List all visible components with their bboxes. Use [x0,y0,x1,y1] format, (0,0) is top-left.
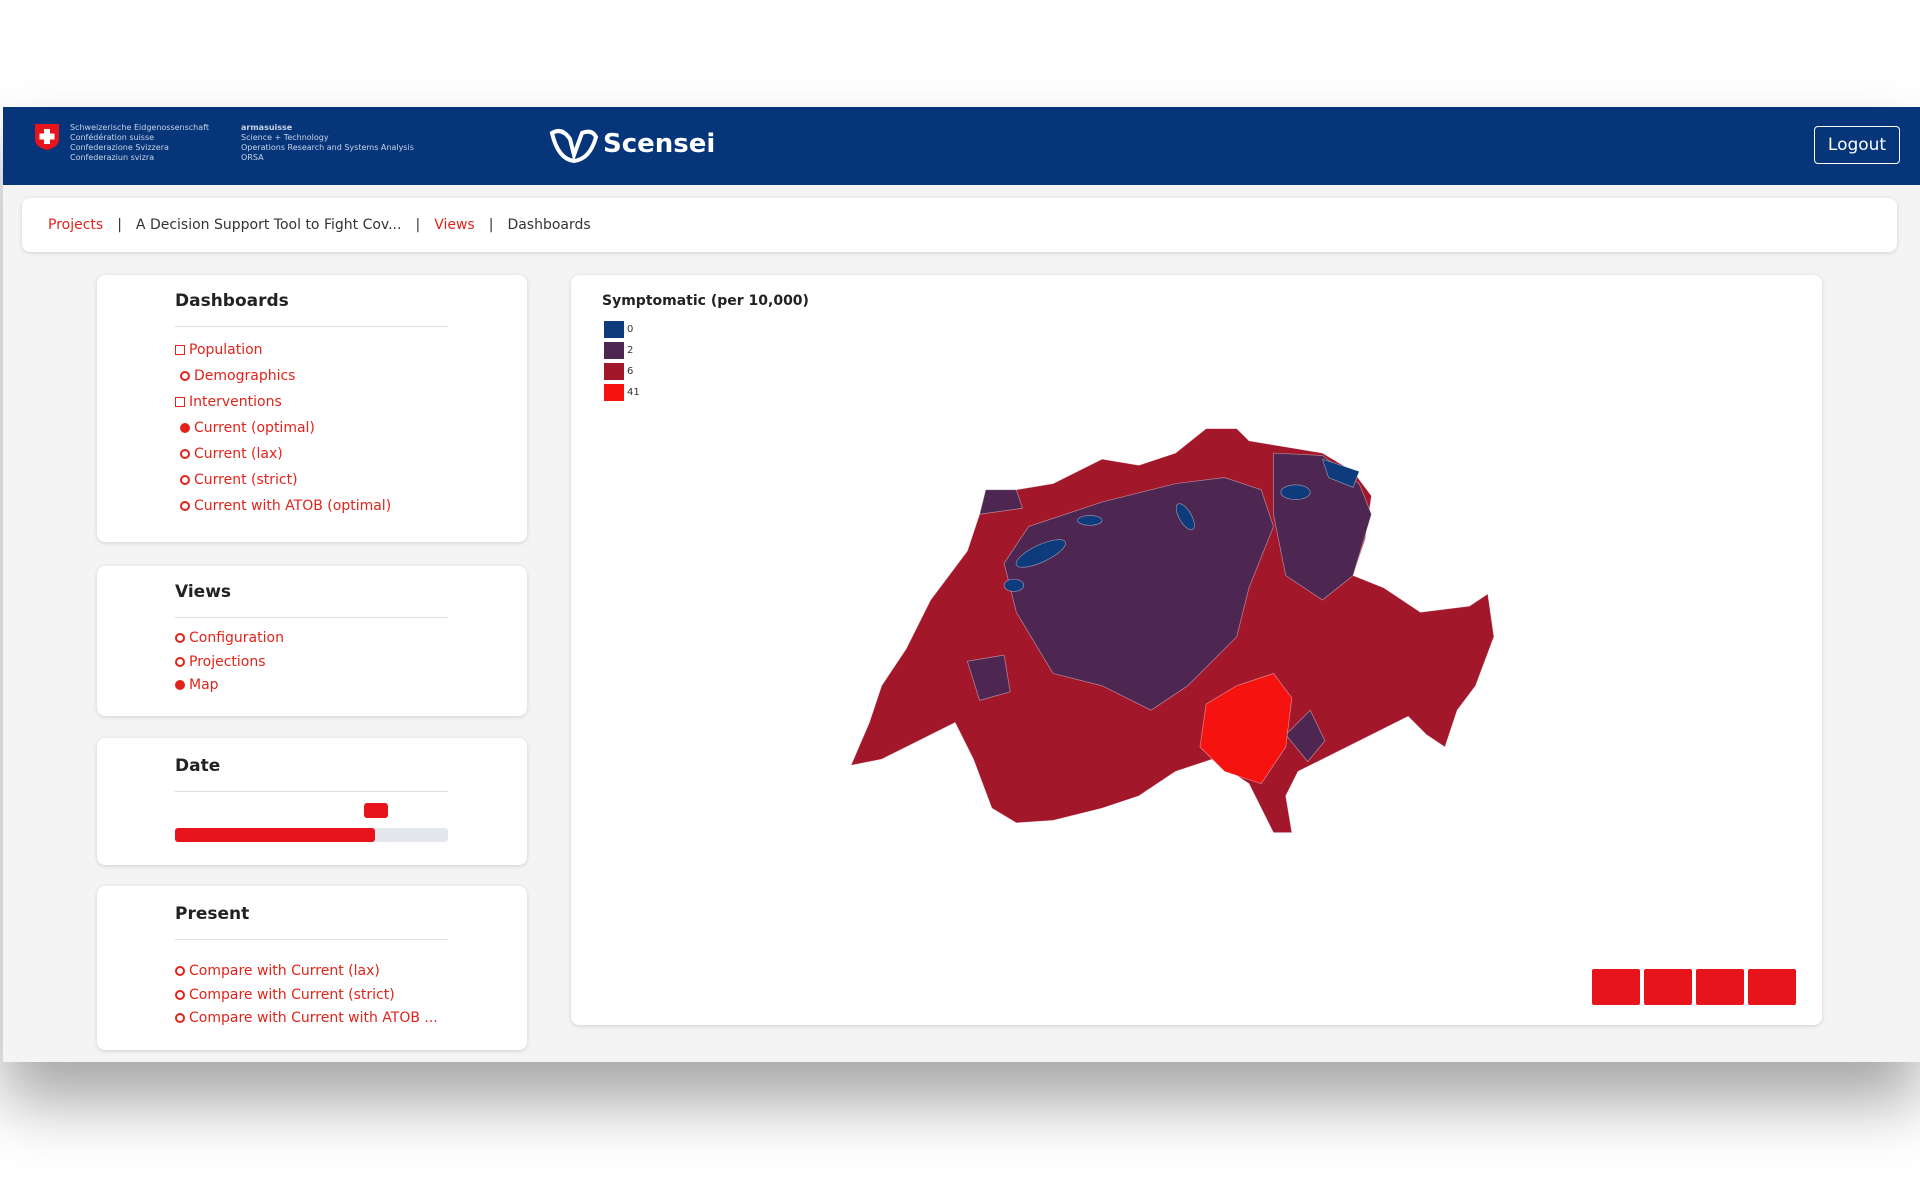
breadcrumb-item: A Decision Support Tool to Fight Cov... [135,217,402,233]
legend-entry: 0 [604,319,640,340]
panel-title: Dashboards [175,291,289,311]
dashboards-panel [97,275,527,542]
panel-title: Present [175,904,250,924]
menu-label: Compare with Current with ATOB ... [189,1010,438,1026]
menu-label: Demographics [194,368,296,384]
legend-label: 41 [627,387,640,398]
radio-icon [180,449,190,459]
panel-divider [175,617,448,618]
zoom-in-button[interactable] [1748,969,1796,1005]
map-legend: 0 2 6 41 [604,319,640,403]
menu-item[interactable]: Demographics [180,368,295,384]
legend-label: 2 [627,345,634,356]
breadcrumb-separator: | [488,217,494,233]
federal-line: Confederaziun svizra [70,153,155,162]
radio-icon [180,501,190,511]
radio-icon [180,423,190,433]
menu-item[interactable]: Current with ATOB (optimal) [180,498,391,514]
agency-line: Operations Research and Systems Analysis [241,143,414,152]
swiss-flag [35,124,59,150]
menu-item[interactable]: Compare with Current with ATOB ... [175,1010,438,1026]
menu-label: Compare with Current (strict) [189,986,395,1003]
brand-logo [549,129,599,164]
menu-item[interactable]: Interventions [175,394,282,410]
menu-label: Interventions [189,394,282,410]
menu-label: Projections [189,653,266,670]
menu-item[interactable]: Compare with Current (lax) [175,963,380,979]
federal-line: Confédération suisse [70,133,155,142]
agency-names: armasuisse Science + Technology Operations… [241,123,414,163]
present-panel [97,886,527,1050]
legend-swatch [604,363,624,380]
federal-line: Schweizerische Eidgenossenschaft [70,123,209,132]
radio-icon [175,680,185,690]
radio-icon [175,1013,185,1023]
breadcrumb-item[interactable]: Views [434,217,475,233]
logout-button[interactable]: Logout [1814,126,1900,164]
radio-icon [180,371,190,381]
switzerland-map [850,428,1495,834]
menu-label: Current with ATOB (optimal) [194,498,392,514]
brand-name: Scensei [603,129,716,159]
panel-divider [175,939,448,940]
legend-label: 0 [627,324,634,335]
panel-divider [175,791,448,792]
menu-item[interactable]: Map [175,677,219,693]
menu-item[interactable]: Projections [175,654,266,670]
group-icon [175,397,185,407]
breadcrumb-item: Dashboards [507,217,591,233]
map [850,428,1495,834]
breadcrumb-item[interactable]: Projects [48,217,104,233]
map-title: Symptomatic (per 10,000) [602,293,809,309]
radio-icon [180,475,190,485]
legend-entry: 2 [604,340,640,361]
menu-label: Current (optimal) [194,420,315,436]
menu-label: Current (strict) [194,472,298,488]
image-button[interactable] [1592,969,1640,1005]
breadcrumb-separator: | [415,217,421,233]
federal-line: Confederazione Svizzera [70,143,169,152]
menu-item[interactable]: Population [175,342,263,358]
breadcrumb-separator: | [117,217,122,233]
menu-label: Population [189,342,263,358]
panel-divider [175,326,448,327]
zoom-out-button[interactable] [1696,969,1744,1005]
legend-label: 6 [627,366,634,377]
download-button[interactable] [1644,969,1692,1005]
menu-item[interactable]: Configuration [175,630,284,646]
radio-icon [175,966,185,976]
date-slider-fill[interactable] [175,828,375,842]
menu-item[interactable]: Current (optimal) [180,420,315,436]
agency-line: ORSA [241,153,264,162]
radio-icon [175,656,185,667]
legend-swatch [604,321,624,338]
radio-icon [175,989,185,1000]
legend-entry: 41 [604,382,640,403]
views-panel [97,566,527,716]
date-slider-badge [364,803,388,818]
panel-title: Date [175,756,221,776]
menu-item[interactable]: Current (lax) [180,446,283,462]
legend-entry: 6 [604,361,640,382]
menu-item[interactable]: Current (strict) [180,472,298,488]
radio-icon [175,633,185,643]
menu-label: Configuration [189,630,284,646]
date-panel [97,738,527,865]
menu-item[interactable]: Compare with Current (strict) [175,987,395,1003]
agency-line: Science + Technology [241,133,329,142]
legend-swatch [604,384,624,401]
map-card: Symptomatic (per 10,000) 0 2 6 41 [571,275,1822,1025]
federal-names: Schweizerische Eidgenossenschaft Confédér… [70,123,209,163]
menu-label: Compare with Current (lax) [189,963,380,979]
breadcrumb: Projects | A Decision Support Tool to Figh… [22,198,1897,252]
panel-title: Views [175,582,232,602]
menu-label: Map [189,677,219,693]
legend-swatch [604,342,624,359]
header: Schweizerische Eidgenossenschaft Confédér… [3,107,1920,185]
menu-label: Current (lax) [194,446,283,462]
agency-line: armasuisse [241,123,293,132]
group-icon [175,345,185,355]
